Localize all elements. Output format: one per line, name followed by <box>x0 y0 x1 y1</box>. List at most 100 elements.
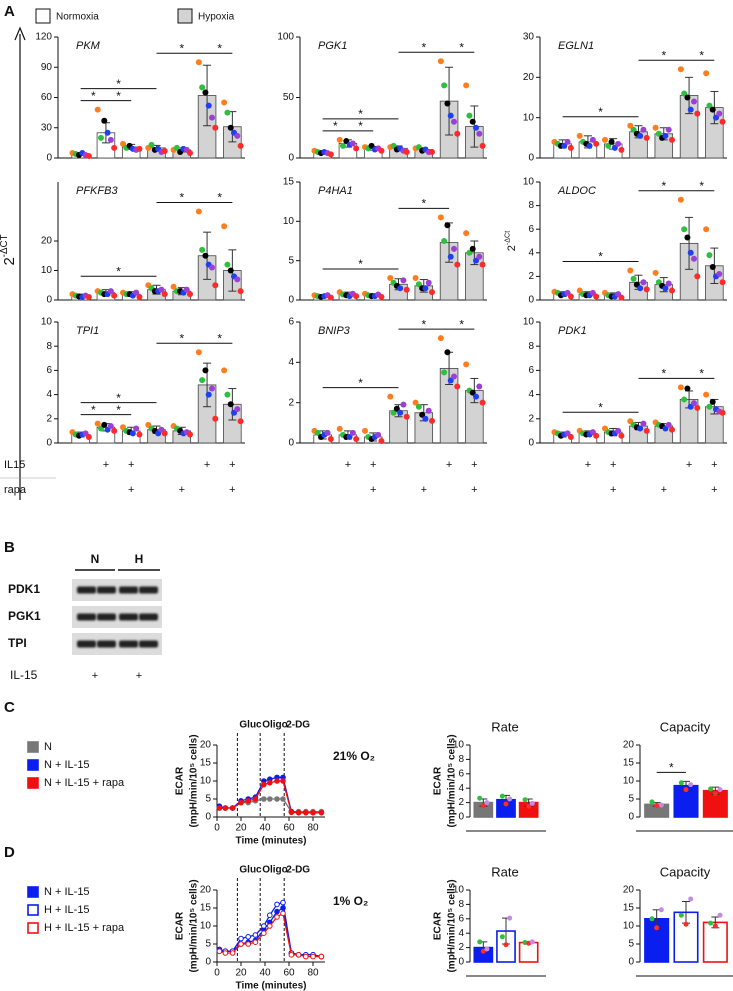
data-point <box>324 429 331 436</box>
significance-label: * <box>179 191 184 205</box>
data-point <box>133 425 140 432</box>
data-point <box>681 396 688 403</box>
data-point <box>415 403 422 410</box>
chart-title: Rate <box>491 719 518 734</box>
data-point <box>640 420 647 427</box>
data-point <box>466 112 473 119</box>
condition-mark: + <box>471 459 477 471</box>
significance-label: * <box>598 400 603 414</box>
chart-title: PGK1 <box>318 40 347 52</box>
data-point <box>107 136 114 143</box>
data-point <box>716 110 723 117</box>
legend-swatch <box>27 922 39 934</box>
blot-band <box>97 640 116 648</box>
series-point <box>229 950 236 956</box>
y-tick-label: 15 <box>623 903 635 914</box>
data-point <box>630 275 637 282</box>
y-tick-label: 10 <box>623 776 635 787</box>
data-point <box>419 411 426 418</box>
blot-band <box>77 586 96 594</box>
data-point <box>640 279 647 286</box>
data-point <box>593 140 600 147</box>
data-point <box>507 915 513 921</box>
data-point <box>708 786 714 792</box>
significance-label: * <box>421 40 426 54</box>
significance-label: * <box>661 48 666 62</box>
y-axis-label: (mpH/min/10⁵ cells) <box>447 734 458 827</box>
data-point <box>129 430 136 437</box>
data-point <box>327 294 334 301</box>
data-point <box>349 140 356 147</box>
data-point <box>708 920 714 926</box>
data-point <box>719 118 726 125</box>
y-axis-label: 2-ΔCt <box>503 231 517 251</box>
protein-label: TPI <box>8 636 27 650</box>
data-point <box>400 277 407 284</box>
blot-band <box>119 586 138 594</box>
data-point <box>561 142 568 149</box>
data-point <box>336 136 343 143</box>
data-point <box>658 907 664 913</box>
data-point <box>378 437 385 444</box>
data-point <box>403 413 410 420</box>
treatment-mark: + <box>92 670 98 682</box>
series-point <box>318 953 325 960</box>
data-point <box>327 151 334 158</box>
y-tick-label: 20 <box>623 885 635 896</box>
data-point <box>469 389 476 396</box>
label-base: 2 <box>1 257 18 265</box>
condition-mark: + <box>229 484 235 496</box>
data-point <box>681 90 688 97</box>
y-axis-label: (mpH/min/10⁵ cells) <box>189 734 200 827</box>
data-point <box>477 795 483 801</box>
x-tick-label: 40 <box>259 968 271 979</box>
data-point <box>111 427 118 434</box>
legend-label: N + IL-15 <box>44 886 90 898</box>
data-point <box>111 292 118 299</box>
data-point <box>353 145 360 152</box>
data-point <box>480 802 486 808</box>
label-base: 2 <box>506 245 518 251</box>
y-tick-label: 4 <box>288 357 294 368</box>
data-point <box>161 291 168 298</box>
y-tick-label: 0 <box>628 957 634 968</box>
data-point <box>640 126 647 133</box>
data-point <box>199 246 206 253</box>
y-axis-label: (mpH/min/10⁵ cells) <box>447 879 458 972</box>
series-point <box>280 778 286 784</box>
y-tick-label: 0 <box>458 957 464 968</box>
significance-label: * <box>358 376 363 390</box>
data-point <box>441 369 448 376</box>
y-tick-label: 6 <box>528 365 534 376</box>
data-point <box>507 796 513 802</box>
condition-mark: + <box>370 484 376 496</box>
data-point <box>503 801 509 807</box>
data-point <box>652 269 659 276</box>
data-point <box>429 148 436 155</box>
legend-swatch <box>35 8 51 24</box>
data-point <box>429 417 436 424</box>
y-tick-label: 8 <box>458 899 464 910</box>
data-point <box>567 433 574 440</box>
data-point <box>688 782 694 788</box>
data-point <box>397 285 404 292</box>
treatment-label: IL-15 <box>10 668 38 682</box>
legend-swatch <box>27 777 39 789</box>
series-point <box>261 923 267 929</box>
condition-mark: + <box>179 484 185 496</box>
data-point <box>205 102 212 109</box>
y-tick-label: 5 <box>205 794 211 805</box>
data-point <box>390 409 397 416</box>
legend-label: N + IL-15 + rapa <box>44 777 125 789</box>
data-point <box>529 800 535 806</box>
legend-swatch <box>27 904 39 916</box>
chart-title: Capacity <box>660 864 711 879</box>
series-point <box>274 914 280 920</box>
data-point <box>85 433 92 440</box>
data-point <box>683 787 689 793</box>
x-tick-label: 60 <box>283 823 295 834</box>
y-axis-label: ECAR <box>433 911 444 940</box>
series-point <box>238 935 244 942</box>
data-point <box>706 403 713 410</box>
series-point <box>252 932 259 938</box>
